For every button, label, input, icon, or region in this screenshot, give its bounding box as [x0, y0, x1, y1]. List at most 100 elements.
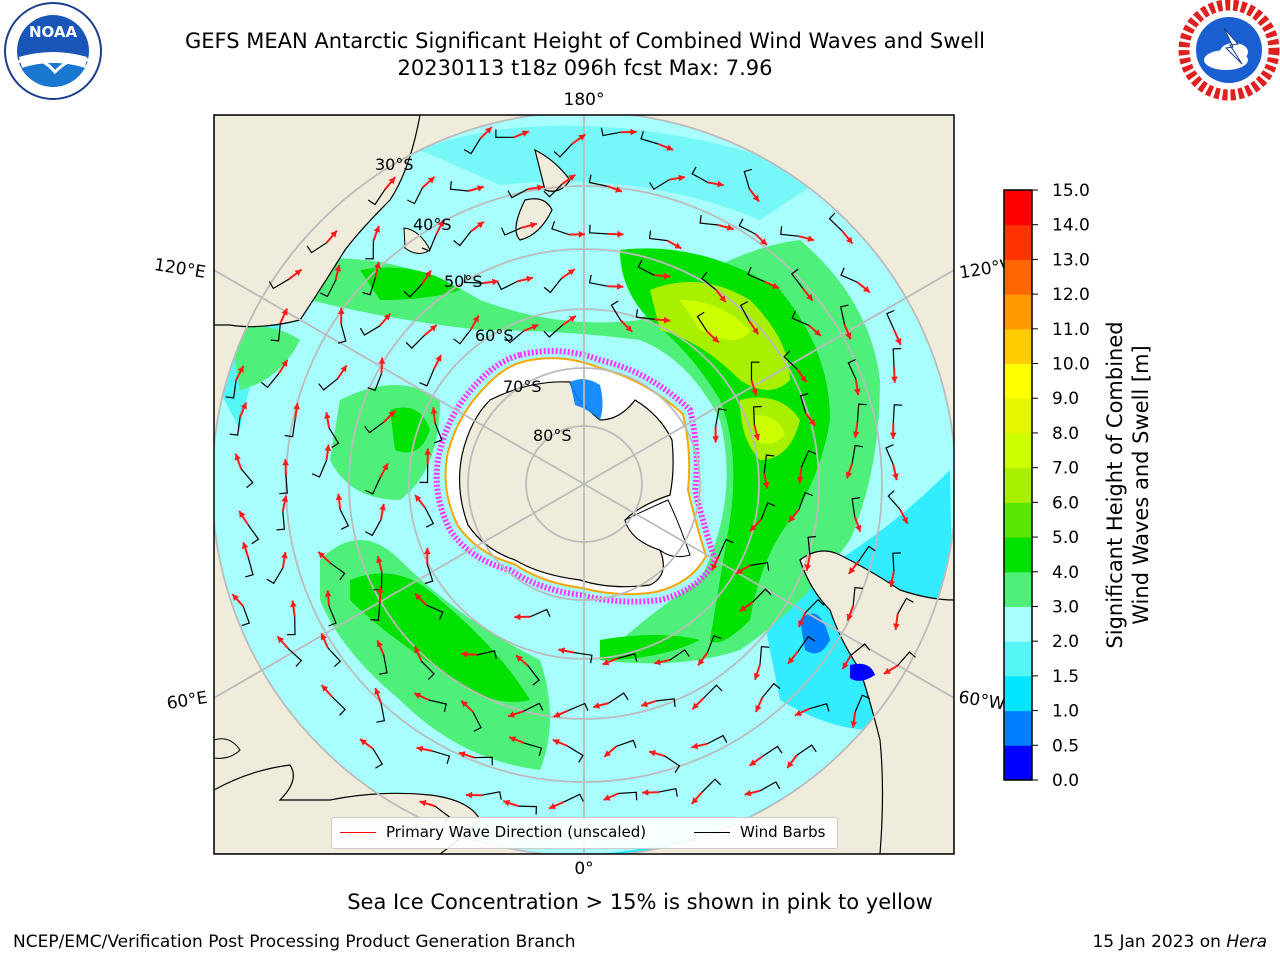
noaa-logo-text: NOAA [29, 23, 78, 41]
wind-barb [760, 502, 776, 520]
colorbar-tick-label: 0.5 [1052, 736, 1079, 756]
wave-direction-arrowhead [277, 636, 284, 644]
wind-barb [453, 230, 472, 247]
colorbar-tick-label: 7.0 [1052, 459, 1079, 479]
wave-direction-arrowhead [753, 672, 761, 680]
colorbar-bin [1004, 467, 1032, 503]
colorbar-label-line2: Wind Waves and Swell [m] [1129, 345, 1153, 625]
wave-direction-arrowhead [461, 700, 468, 708]
wave-direction-arrowhead [324, 412, 331, 419]
colorbar-tick-label: 8.0 [1052, 424, 1079, 444]
colorbar-tick-label: 10.0 [1052, 355, 1090, 375]
wave-direction-arrowhead [376, 640, 383, 648]
wave-direction-arrowhead [476, 221, 484, 229]
wave-direction-arrowhead [891, 376, 898, 383]
wind-barb [523, 702, 544, 712]
wave-direction-arrowhead [642, 789, 649, 796]
wave-direction-arrowhead [360, 739, 367, 746]
colorbar-bin [1004, 190, 1032, 226]
colorbar-bin [1004, 745, 1032, 781]
colorbar-tick-label: 12.0 [1052, 285, 1090, 305]
wind-barb [649, 179, 670, 191]
wave-direction-arrowhead [787, 761, 794, 768]
wave-direction-arrowhead [752, 194, 760, 202]
colorbar-bin [1004, 502, 1032, 538]
wave-direction-arrowhead [797, 476, 804, 484]
colorbar: 0.0 0.5 1.0 1.5 2.0 3.0 4.0 5.0 6.0 7.0 8.0 9.0 10.0… [1003, 181, 1090, 791]
wave-direction-arrowhead [239, 511, 246, 518]
wind-barb [790, 268, 804, 289]
wind-barb [372, 748, 384, 769]
colorbar-bin [1004, 294, 1032, 330]
wind-barb [376, 702, 386, 723]
wind-barb [518, 805, 538, 815]
wind-barb [887, 490, 901, 510]
wind-barb [551, 221, 570, 236]
lat-label-40s: 40°S [413, 215, 452, 234]
wave-direction-arrowhead [382, 463, 388, 471]
legend-item-wind-barbs: Wind Barbs [694, 823, 825, 841]
wave-direction-arrowhead [842, 662, 849, 670]
wind-barb [449, 181, 469, 192]
wind-barb [743, 168, 753, 190]
wind-barb [367, 189, 386, 206]
wave-direction-arrowhead [414, 692, 422, 699]
wave-direction-arrowhead [324, 590, 332, 597]
nws-logo [1178, 0, 1280, 101]
wave-direction-arrowhead [335, 493, 343, 501]
colorbar-bin [1004, 641, 1032, 677]
wind-barb [699, 215, 719, 226]
wave-direction-arrowhead [893, 623, 900, 630]
wind-barb [241, 605, 251, 627]
colorbar-tick-label: 5.0 [1052, 528, 1079, 548]
wave-direction-arrowhead [751, 388, 758, 396]
wave-direction-arrowhead [603, 794, 611, 801]
lat-label-60s: 60°S [475, 326, 514, 345]
wind-barb [331, 696, 346, 716]
wave-direction-arrowhead [888, 580, 896, 587]
legend-label: Primary Wave Direction (unscaled) [386, 823, 647, 841]
wind-barb [856, 403, 867, 423]
wave-direction-arrowhead [321, 685, 329, 692]
madagascar [214, 738, 241, 759]
colorbar-bin [1004, 398, 1032, 434]
colorbar-tick-label: 3.0 [1052, 597, 1079, 617]
colorbar-tick-label: 6.0 [1052, 493, 1079, 513]
wind-barb [706, 634, 722, 653]
wind-barb [405, 334, 425, 349]
colorbar-bin [1004, 606, 1032, 642]
wind-barb [664, 755, 681, 773]
wave-direction-arrowhead [692, 702, 699, 710]
wind-barb [750, 361, 760, 381]
lon-label-120e: 120°E [153, 255, 207, 283]
colorbar-tick-label: 11.0 [1052, 320, 1090, 340]
graticule [214, 115, 954, 854]
meridian-60w [583, 483, 954, 699]
wind-barb [851, 497, 861, 517]
wave-direction-arrowhead [281, 552, 288, 559]
wind-barb [657, 787, 678, 797]
wind-barb [852, 587, 863, 606]
colorbar-tick-label: 4.0 [1052, 563, 1079, 583]
wind-barb [669, 649, 690, 661]
wind-barb [365, 240, 374, 260]
wind-barb [260, 373, 280, 389]
map-legend: Primary Wave Direction (unscaled) Wind B… [331, 817, 838, 849]
wave-direction-arrowhead [848, 567, 856, 574]
wave-direction-arrowhead [281, 308, 288, 316]
wave-direction-arrowhead [419, 800, 427, 807]
wave-direction-arrowhead [846, 236, 853, 244]
noaa-logo: NOAA [4, 2, 102, 100]
wind-barb [791, 310, 809, 326]
wind-barb [306, 242, 327, 254]
wave-direction-arrowhead [625, 325, 633, 332]
colorbar-tick-label: 13.0 [1052, 250, 1090, 270]
wind-barb [370, 602, 381, 621]
wave-direction-arrowhead [337, 307, 345, 314]
legend-swatch-black-line [694, 831, 730, 833]
wave-direction-arrowhead [630, 128, 637, 136]
wave-direction-arrowhead [712, 436, 719, 443]
wave-direction-arrowhead [423, 548, 431, 555]
wind-barb [858, 545, 876, 562]
wave-direction-arrowhead [416, 745, 424, 753]
